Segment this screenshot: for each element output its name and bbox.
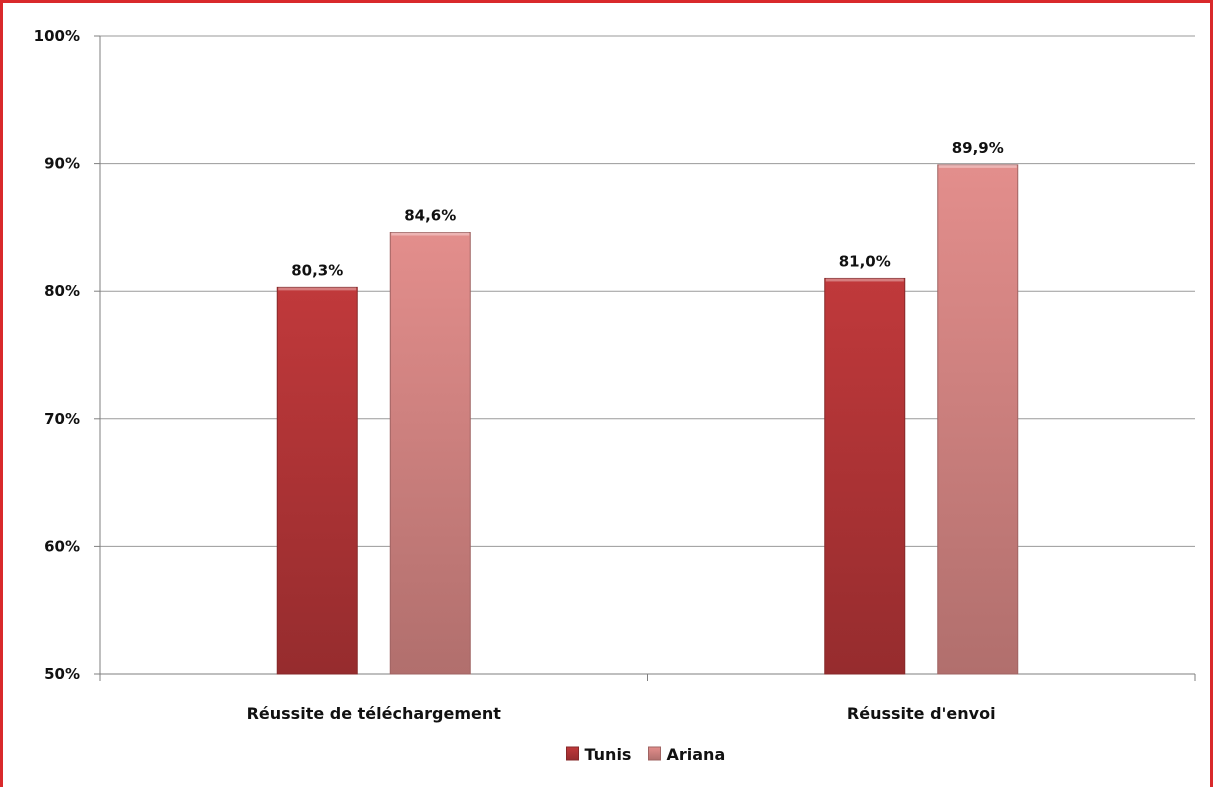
bar-highlight	[391, 232, 470, 236]
data-label: 89,9%	[952, 139, 1004, 157]
bar-highlight	[825, 278, 904, 282]
data-label: 84,6%	[404, 207, 456, 225]
data-label: 81,0%	[839, 252, 891, 270]
legend-swatch-tunis	[566, 746, 579, 761]
y-tick-label: 100%	[34, 27, 80, 45]
legend-swatch-ariana	[648, 746, 661, 761]
y-tick-label: 50%	[44, 665, 80, 683]
bar-tunis	[824, 277, 906, 675]
bar-tunis	[276, 286, 358, 675]
y-tick-label: 70%	[44, 410, 80, 428]
legend-label: Tunis	[585, 745, 632, 764]
bar-highlight	[938, 164, 1017, 168]
category-label: Réussite d'envoi	[847, 704, 996, 723]
bar-highlight	[278, 287, 357, 291]
y-tick-label: 60%	[44, 537, 80, 555]
legend-label: Ariana	[667, 745, 726, 764]
bar-chart: 50% 60% 70% 80% 90% 100% Réussite de télécharg…	[34, 27, 1196, 764]
category-label: Réussite de téléchargement	[247, 704, 502, 723]
y-tick-label: 80%	[44, 282, 80, 300]
bar-ariana	[937, 164, 1019, 675]
data-label: 80,3%	[291, 261, 343, 279]
bar-ariana	[389, 232, 471, 675]
y-tick-label: 90%	[44, 155, 80, 173]
